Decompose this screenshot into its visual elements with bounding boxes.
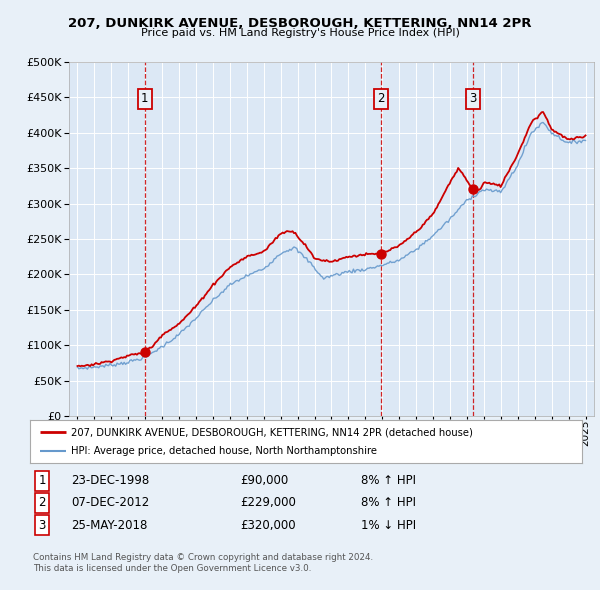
Text: 8% ↑ HPI: 8% ↑ HPI [361, 474, 416, 487]
Text: 1% ↓ HPI: 1% ↓ HPI [361, 519, 416, 532]
Text: 207, DUNKIRK AVENUE, DESBOROUGH, KETTERING, NN14 2PR: 207, DUNKIRK AVENUE, DESBOROUGH, KETTERI… [68, 17, 532, 30]
Text: £90,000: £90,000 [240, 474, 288, 487]
Text: 3: 3 [38, 519, 46, 532]
Text: 2: 2 [377, 92, 385, 105]
Text: £320,000: £320,000 [240, 519, 295, 532]
Text: 25-MAY-2018: 25-MAY-2018 [71, 519, 148, 532]
Text: 3: 3 [470, 92, 477, 105]
Text: £229,000: £229,000 [240, 496, 296, 510]
Text: This data is licensed under the Open Government Licence v3.0.: This data is licensed under the Open Gov… [33, 564, 311, 573]
Text: Contains HM Land Registry data © Crown copyright and database right 2024.: Contains HM Land Registry data © Crown c… [33, 553, 373, 562]
Text: HPI: Average price, detached house, North Northamptonshire: HPI: Average price, detached house, Nort… [71, 446, 377, 456]
Text: Price paid vs. HM Land Registry's House Price Index (HPI): Price paid vs. HM Land Registry's House … [140, 28, 460, 38]
Text: 2: 2 [38, 496, 46, 510]
Text: 8% ↑ HPI: 8% ↑ HPI [361, 496, 416, 510]
Text: 1: 1 [38, 474, 46, 487]
Text: 23-DEC-1998: 23-DEC-1998 [71, 474, 149, 487]
Text: 1: 1 [141, 92, 148, 105]
Text: 207, DUNKIRK AVENUE, DESBOROUGH, KETTERING, NN14 2PR (detached house): 207, DUNKIRK AVENUE, DESBOROUGH, KETTERI… [71, 427, 473, 437]
Text: 07-DEC-2012: 07-DEC-2012 [71, 496, 149, 510]
